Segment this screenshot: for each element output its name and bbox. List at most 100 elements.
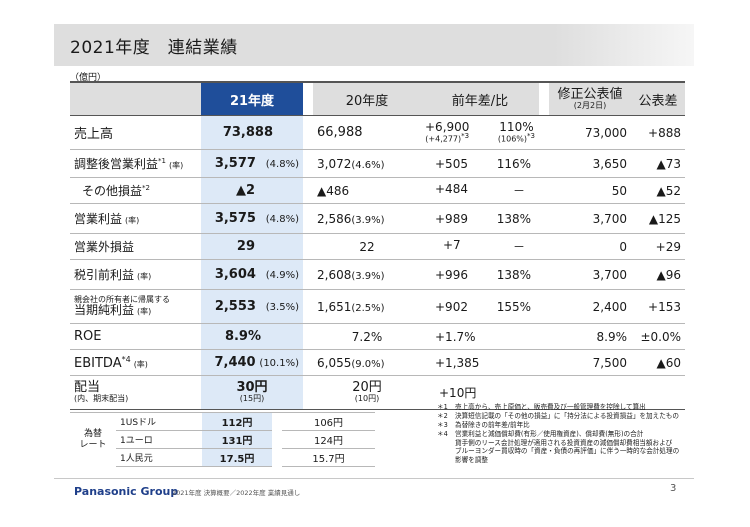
fy21-value: ▲2 <box>235 183 255 198</box>
fx-fy20: 106円 <box>282 412 375 431</box>
table-row: 1ユーロ 131円 124円 <box>70 430 375 449</box>
unit-label: （億円） <box>70 73 107 83</box>
forecast-value: 3,700 <box>592 267 627 282</box>
yoy-ratio: 116% <box>496 156 531 171</box>
fy20-value: 66,988 <box>317 125 363 140</box>
fx-fy21: 131円 <box>202 430 272 449</box>
row-label: 営業利益 <box>74 212 123 226</box>
fy20-value: 20円 <box>352 380 382 396</box>
table-row: 売上高 73,888 66,988 +6,900 (+4,277)*3 110%(… <box>70 115 685 150</box>
fy20-sub: (10円) <box>354 394 380 404</box>
table-row: 営業利益 (率) 3,575 (4.8%) 2,586(3.9%) +989 138… <box>70 203 685 234</box>
footnote: ＊1 売上高から、売上原価と、販売費及び一般管理費を控除して算出 <box>437 403 646 411</box>
rate-tag: (率) <box>137 272 152 281</box>
table-row: 1人民元 17.5円 15.7円 <box>70 448 375 467</box>
table-row: ROE 8.9% 7.2% +1.7% 8.9% ±0.0% <box>70 323 685 350</box>
rate-tag: (率) <box>137 307 152 317</box>
footer-text: 2021年度 決算概要／2022年度 業績見通し <box>172 489 301 497</box>
fy20-rate: (3.9%) <box>351 214 385 226</box>
forecast-value: 3,650 <box>592 156 627 171</box>
row-label: 営業外損益 <box>74 240 135 254</box>
note-mark: *3 <box>527 132 535 141</box>
header-vs-forecast: 公表差 <box>631 82 685 116</box>
yoy-diff: +10円 <box>439 386 477 400</box>
fy21-value: 73,888 <box>222 125 273 140</box>
fy20-rate: (4.6%) <box>351 159 385 171</box>
fx-fy20: 15.7円 <box>282 448 375 467</box>
yoy-ratio: 138% <box>496 267 531 282</box>
table-header-row: 21年度 20年度 前年差/比 修正公表値 (2月2日) 公表差 <box>70 82 685 116</box>
fx-rate-table: 為替 レート 1USドル 112円 106円 1ユーロ 131円 124円 1人民… <box>70 412 375 467</box>
header-label-cell <box>70 82 201 116</box>
fx-currency: 1人民元 <box>116 448 202 467</box>
yoy-diff: +505 <box>435 156 468 171</box>
row-label-small: 親会社の所有者に帰属する <box>74 295 170 304</box>
fy21-value: 29 <box>236 239 255 254</box>
table-row: 為替 レート 1USドル 112円 106円 <box>70 412 375 467</box>
fy20-value: 22 <box>359 239 375 254</box>
fy21-rate: (4.8%) <box>265 214 299 225</box>
fx-head-2: レート <box>79 439 107 450</box>
fy20-rate: (3.9%) <box>351 270 385 282</box>
row-label: EBITDA <box>74 355 122 371</box>
footnote: 貸手側のリース会計処理が適用される投資資産の減価償却費相当額および <box>455 438 673 447</box>
row-label: 税引前利益 <box>74 268 135 282</box>
yoy-diff: +7 <box>443 238 461 252</box>
fy20-value: 2,586 <box>317 211 352 226</box>
rate-tag: (率) <box>125 216 140 225</box>
fy21-value: 3,575 <box>214 211 256 226</box>
fy20-value: 3,072 <box>317 156 352 171</box>
forecast-value: 8.9% <box>596 329 628 344</box>
table-row: 配当 (内、期末配当) 30円 (15円) 20円 (10円) +10円 <box>70 375 685 410</box>
fy21-value: 3,577 <box>214 156 256 171</box>
fy21-sub: (15円) <box>239 394 265 404</box>
vs-forecast-value: +153 <box>648 299 681 314</box>
fy21-rate: (4.9%) <box>265 270 299 281</box>
footnote: 影響を調整 <box>455 456 488 465</box>
row-label: ROE <box>74 329 102 344</box>
row-label: 配当 <box>74 380 101 396</box>
yoy-ratio: － <box>512 184 525 198</box>
fx-fy21: 112円 <box>202 412 272 431</box>
yoy-diff: +1,385 <box>435 355 480 370</box>
header-fy21: 21年度 <box>201 82 303 116</box>
fy21-rate: (4.8%) <box>265 159 299 170</box>
footnotes: ＊1 売上高から、売上原価と、販売費及び一般管理費を控除して算出 ＊2 決算短信記載… <box>437 403 687 465</box>
header-forecast: 修正公表値 (2月2日) <box>549 82 631 116</box>
yoy-diff: +902 <box>435 299 468 314</box>
footer-divider <box>54 478 694 479</box>
vs-forecast-value: ▲73 <box>656 156 682 171</box>
footnote: ブルーヨンダー買収時の「資産・負債の再評価」に伴う一時的な会計処理の <box>455 447 680 456</box>
vs-forecast-value: ±0.0% <box>640 329 681 344</box>
vs-forecast-value: ▲60 <box>656 355 682 370</box>
footnote: ＊4 営業利益と減価償却費(有形／使用権資産)、償却費(無形)の合計 <box>437 429 644 438</box>
forecast-value: 2,400 <box>592 299 627 314</box>
yoy-ratio: － <box>512 240 525 254</box>
fy21-rate: (3.5%) <box>265 302 299 313</box>
vs-forecast-value: ▲52 <box>656 183 682 198</box>
results-table: 21年度 20年度 前年差/比 修正公表値 (2月2日) 公表差 売上高 73,8… <box>70 81 685 410</box>
forecast-value: 7,500 <box>592 355 627 370</box>
fy20-rate: (9.0%) <box>351 358 385 370</box>
yoy-diff-ex-fx: (+4,277) <box>425 134 462 144</box>
yoy-diff: +1.7% <box>435 329 476 344</box>
page-title: 2021年度 連結業績 <box>70 38 238 58</box>
forecast-value: 50 <box>611 183 627 198</box>
yoy-diff: +484 <box>435 182 468 196</box>
rate-tag: (率) <box>168 161 184 170</box>
row-label-sub: (内、期末配当) <box>74 394 129 404</box>
note-mark: *3 <box>461 132 470 141</box>
fy20-value: 2,608 <box>317 267 352 282</box>
row-label: 売上高 <box>74 127 114 142</box>
fx-fy20: 124円 <box>282 430 375 449</box>
note-mark: *2 <box>142 184 150 192</box>
fy20-value: 7.2% <box>351 329 383 344</box>
yoy-ratio: 138% <box>496 211 531 226</box>
footnote: ＊3 為替除きの前年差/前年比 <box>437 420 530 429</box>
fy21-rate: (10.1%) <box>259 358 299 369</box>
yoy-diff: +6,900 <box>425 119 470 134</box>
forecast-value: 73,000 <box>585 125 627 140</box>
vs-forecast-value: ▲96 <box>656 267 682 282</box>
vs-forecast-value: ▲125 <box>648 211 681 226</box>
